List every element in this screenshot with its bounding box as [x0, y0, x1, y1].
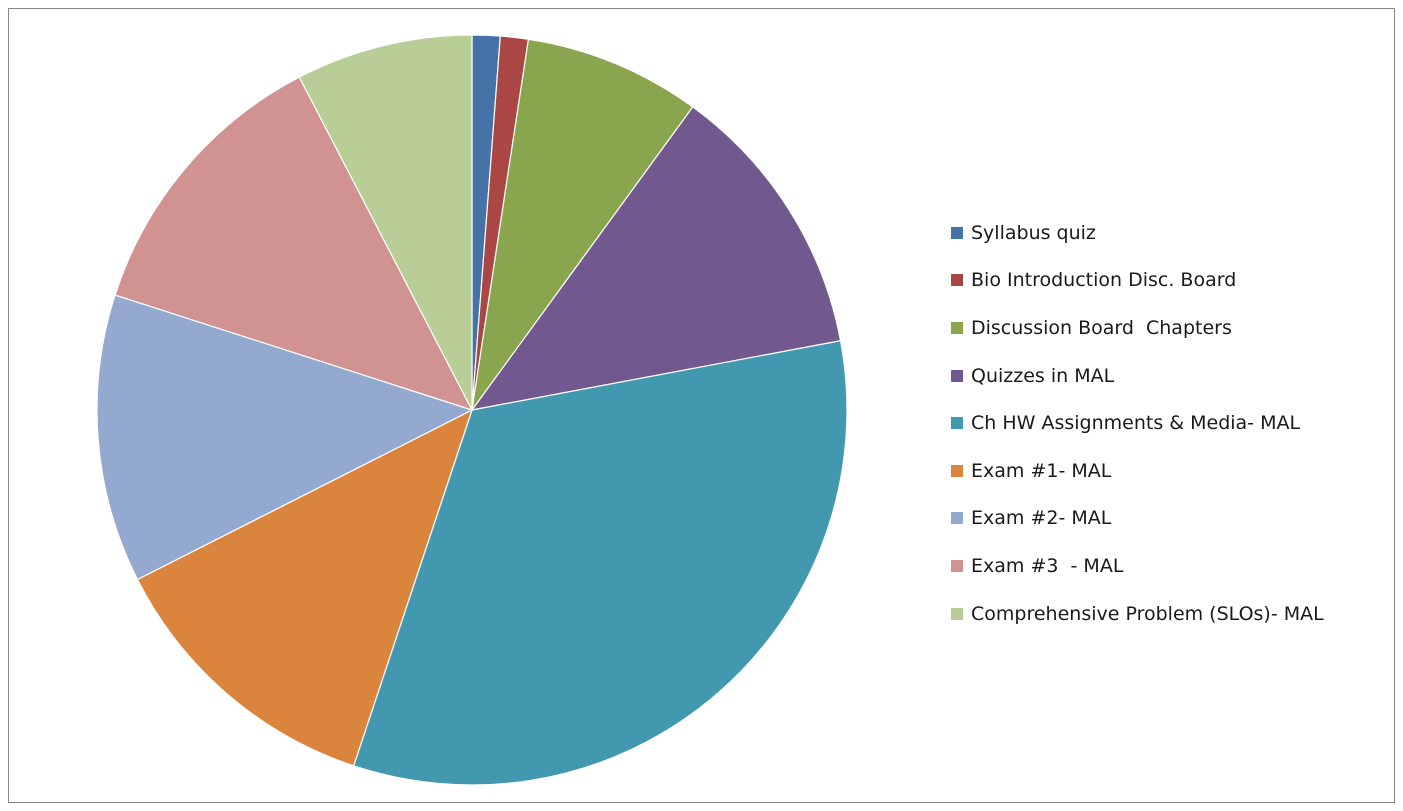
legend-label: Bio Introduction Disc. Board: [971, 269, 1237, 292]
legend-swatch: [951, 226, 963, 239]
legend-item: Exam #1- MAL: [951, 447, 1391, 495]
pie-slice-6: [136, 409, 473, 767]
legend-label: Comprehensive Problem (SLOs)- MAL: [971, 602, 1324, 625]
legend-label: Exam #2- MAL: [971, 507, 1112, 530]
pie-slice-9: [298, 34, 473, 411]
legend-item: Discussion Board Chapters: [951, 304, 1391, 352]
legend-swatch: [951, 369, 963, 382]
legend: Syllabus quiz Bio Introduction Disc. Boar…: [951, 209, 1391, 637]
legend-label: Discussion Board Chapters: [971, 316, 1232, 339]
legend-item: Exam #3 - MAL: [951, 542, 1391, 590]
pie-slice-4: [471, 106, 842, 411]
legend-swatch: [951, 607, 963, 620]
legend-item: Comprehensive Problem (SLOs)- MAL: [951, 590, 1391, 638]
legend-item: Syllabus quiz: [951, 209, 1391, 257]
legend-label: Ch HW Assignments & Media- MAL: [971, 412, 1301, 435]
legend-item: Ch HW Assignments & Media- MAL: [951, 399, 1391, 447]
legend-label: Exam #3 - MAL: [971, 554, 1124, 577]
legend-swatch: [951, 321, 963, 334]
legend-swatch: [951, 274, 963, 287]
legend-item: Bio Introduction Disc. Board: [951, 257, 1391, 305]
legend-swatch: [951, 512, 963, 525]
legend-label: Exam #1- MAL: [971, 459, 1112, 482]
legend-item: Quizzes in MAL: [951, 352, 1391, 400]
pie-slice-7: [96, 294, 473, 581]
pie-slice-5: [353, 340, 848, 786]
pie-slice-3: [471, 38, 694, 411]
legend-swatch: [951, 417, 963, 430]
legend-item: Exam #2- MAL: [951, 495, 1391, 543]
legend-swatch: [951, 559, 963, 572]
legend-label: Syllabus quiz: [971, 221, 1096, 244]
pie-chart: [96, 34, 848, 786]
legend-swatch: [951, 464, 963, 477]
chart-area: Syllabus quiz Bio Introduction Disc. Boar…: [8, 8, 1395, 803]
legend-label: Quizzes in MAL: [971, 364, 1115, 387]
pie-slice-8: [114, 76, 473, 411]
